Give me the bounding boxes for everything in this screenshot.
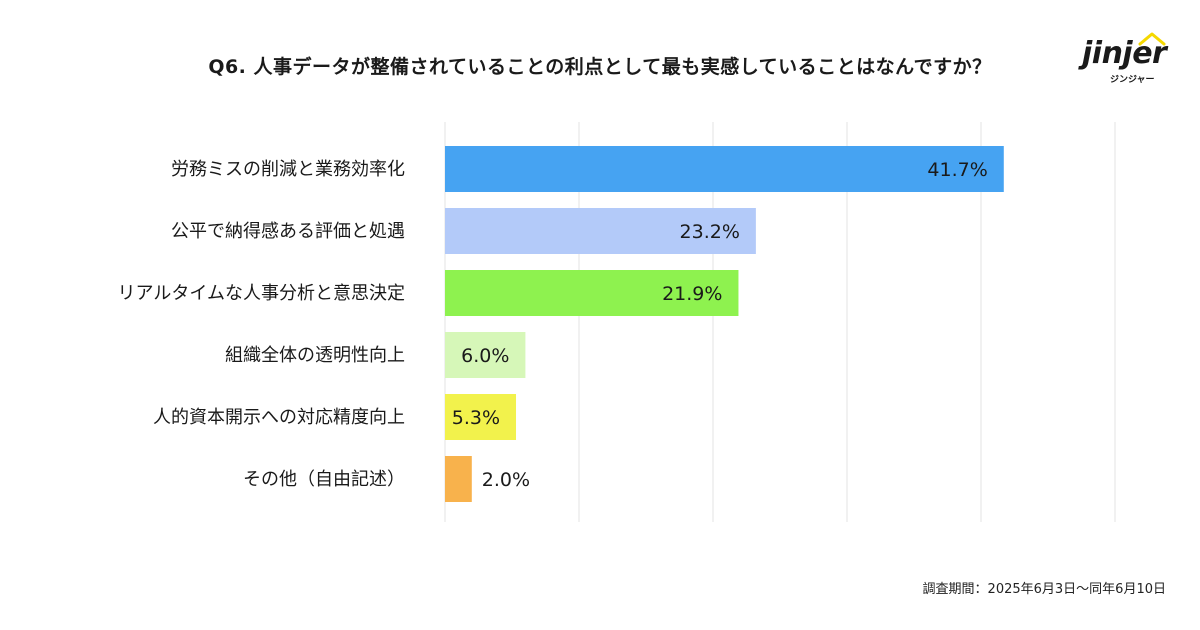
bar (445, 456, 472, 502)
value-label: 41.7% (927, 159, 987, 181)
bar (445, 208, 756, 254)
survey-period-note: 調査期間：2025年6月3日〜同年6月10日 (922, 582, 1166, 597)
category-label: 組織全体の透明性向上 (225, 345, 405, 366)
bar (445, 332, 526, 378)
logo-subtitle: ジンジャー (1110, 75, 1155, 85)
bar (445, 394, 517, 440)
chart-title: Q6. 人事データが整備されていることの利点として最も実感していることはなんです… (208, 56, 992, 78)
category-label: 公平で納得感ある評価と処遇 (171, 221, 405, 242)
category-label: その他（自由記述） (243, 469, 405, 490)
value-label: 2.0% (482, 469, 530, 491)
value-label: 5.3% (452, 407, 500, 429)
bar (445, 146, 1004, 192)
bar (445, 270, 739, 316)
category-label: 人的資本開示への対応精度向上 (153, 407, 405, 428)
category-label: 労務ミスの削減と業務効率化 (171, 159, 405, 180)
value-label: 23.2% (680, 221, 740, 243)
jinjer-logo: jinjer ジンジャー (1080, 32, 1170, 88)
value-label: 6.0% (461, 345, 509, 367)
bar-chart: 労務ミスの削減と業務効率化 41.7% 公平で納得感ある評価と処遇 23.2% リアルタ… (118, 122, 1116, 522)
category-label: リアルタイムな人事分析と意思決定 (118, 283, 405, 304)
logo-wordmark: jinjer (1082, 36, 1167, 71)
value-label: 21.9% (662, 283, 722, 305)
logo-roof-icon (1138, 32, 1166, 46)
